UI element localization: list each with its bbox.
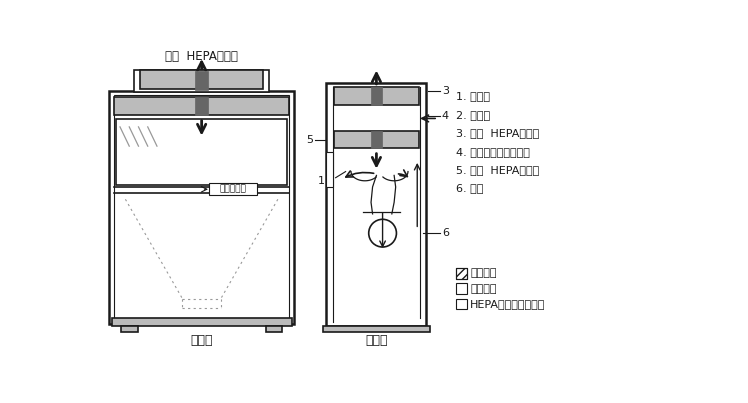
Text: HEPA过滤器过滤空气: HEPA过滤器过滤空气 xyxy=(470,299,546,309)
Bar xyxy=(140,70,263,89)
Text: 侧面图: 侧面图 xyxy=(365,334,387,347)
Text: 5. 供风  HEPA过滤器: 5. 供风 HEPA过滤器 xyxy=(456,165,539,175)
Bar xyxy=(334,131,419,148)
Text: 2. 可视窗: 2. 可视窗 xyxy=(456,110,490,120)
Bar xyxy=(195,97,208,115)
Bar xyxy=(456,268,467,278)
Bar xyxy=(326,83,426,326)
Text: 3: 3 xyxy=(442,87,449,96)
Text: 污染空气: 污染空气 xyxy=(470,284,497,294)
Text: 4. 后面的压力排风系统: 4. 后面的压力排风系统 xyxy=(456,147,530,156)
Text: 4: 4 xyxy=(442,111,449,121)
Bar xyxy=(456,299,467,310)
Text: 6. 风机: 6. 风机 xyxy=(456,183,483,193)
Text: 6: 6 xyxy=(442,228,449,238)
Text: 正面图: 正面图 xyxy=(191,334,213,347)
Bar xyxy=(326,152,333,187)
Text: 5: 5 xyxy=(306,135,313,145)
Bar xyxy=(134,70,269,92)
Bar xyxy=(266,326,283,332)
Bar xyxy=(334,87,419,104)
Circle shape xyxy=(369,219,396,247)
Bar xyxy=(114,95,289,320)
Text: 正压污染区: 正压污染区 xyxy=(220,185,247,194)
Bar xyxy=(456,268,467,278)
Text: 1. 前开口: 1. 前开口 xyxy=(456,91,490,101)
Bar xyxy=(456,283,467,294)
Text: 排风  HEPA过滤器: 排风 HEPA过滤器 xyxy=(165,50,238,62)
Bar xyxy=(120,326,138,332)
Bar xyxy=(116,119,287,185)
Bar xyxy=(322,326,430,332)
Bar xyxy=(109,91,294,324)
Bar xyxy=(209,183,257,195)
Bar xyxy=(371,131,381,148)
Text: 3. 排风  HEPA过滤器: 3. 排风 HEPA过滤器 xyxy=(456,128,539,138)
Bar xyxy=(111,318,292,326)
Bar xyxy=(371,87,381,104)
Bar xyxy=(195,71,208,90)
Text: 房间空气: 房间空气 xyxy=(470,268,497,278)
Text: 1: 1 xyxy=(318,176,325,186)
Bar xyxy=(114,97,289,115)
